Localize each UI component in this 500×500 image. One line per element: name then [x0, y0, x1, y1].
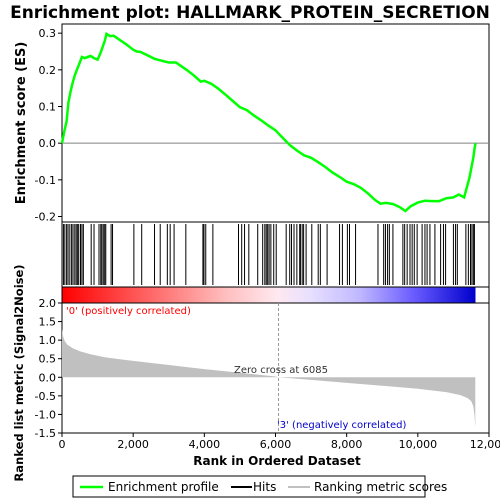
- metric-y-tick-label: 2.0: [39, 297, 57, 310]
- metric-y-axis-ticks: 2.0 1.5 1.0 0.5 0.0 -0.5 -1.0 -1.5: [35, 297, 62, 440]
- zero-cross-label: Zero cross at 6085: [234, 365, 328, 376]
- x-tick-label: 2,000: [117, 438, 149, 451]
- es-y-tick-label: -0.1: [35, 174, 56, 187]
- ranking-metric-area: [62, 329, 476, 428]
- metric-y-tick-label: 1.5: [39, 316, 57, 329]
- metric-y-tick-label: 1.0: [39, 334, 57, 347]
- es-y-tick-label: 0.0: [39, 137, 57, 150]
- metric-y-tick-label: 0.0: [39, 371, 57, 384]
- x-tick-label: 4,000: [189, 438, 221, 451]
- hits-panel-frame: [61, 221, 490, 288]
- legend-hits-label: Hits: [253, 480, 276, 494]
- es-panel-frame: [61, 23, 490, 223]
- metric-y-axis-label: Ranked list metric (Signal2Noise): [12, 264, 26, 481]
- legend-enrichment-label: Enrichment profile: [108, 480, 219, 494]
- metric-y-tick-label: -1.0: [35, 408, 56, 421]
- metric-y-tick-label: -0.5: [35, 390, 56, 403]
- positive-correlation-label: '0' (positively correlated): [66, 306, 191, 317]
- x-tick-label: 10,000: [399, 438, 438, 451]
- metric-y-tick-label: -1.5: [35, 427, 56, 440]
- es-y-tick-label: 0.2: [39, 64, 57, 77]
- es-y-tick-label: 0.1: [39, 101, 57, 114]
- enrichment-profile-line: [60, 31, 477, 213]
- es-y-tick-label: -0.2: [35, 211, 56, 224]
- x-tick-label: 0: [59, 438, 66, 451]
- ranking-color-bar: [62, 287, 476, 303]
- negative-correlation-label: '3' (negatively correlated): [277, 420, 406, 431]
- x-axis-label: Rank in Ordered Dataset: [193, 454, 361, 468]
- legend-metric-label: Ranking metric scores: [314, 480, 447, 494]
- x-axis-ticks: 0 2,000 4,000 6,000 8,000 10,000 12,000: [59, 433, 500, 451]
- es-y-tick-label: 0.3: [39, 27, 57, 40]
- x-tick-label: 8,000: [331, 438, 363, 451]
- x-tick-label: 6,000: [260, 438, 292, 451]
- es-y-axis-label: Enrichment score (ES): [14, 42, 29, 205]
- x-tick-label: 12,000: [470, 438, 500, 451]
- hit-markers: [62, 224, 475, 285]
- metric-y-tick-label: 0.5: [39, 353, 57, 366]
- es-y-axis-ticks: 0.3 0.2 0.1 0.0 -0.1 -0.2: [35, 27, 62, 224]
- chart-title: Enrichment plot: HALLMARK_PROTEIN_SECRET…: [10, 3, 490, 23]
